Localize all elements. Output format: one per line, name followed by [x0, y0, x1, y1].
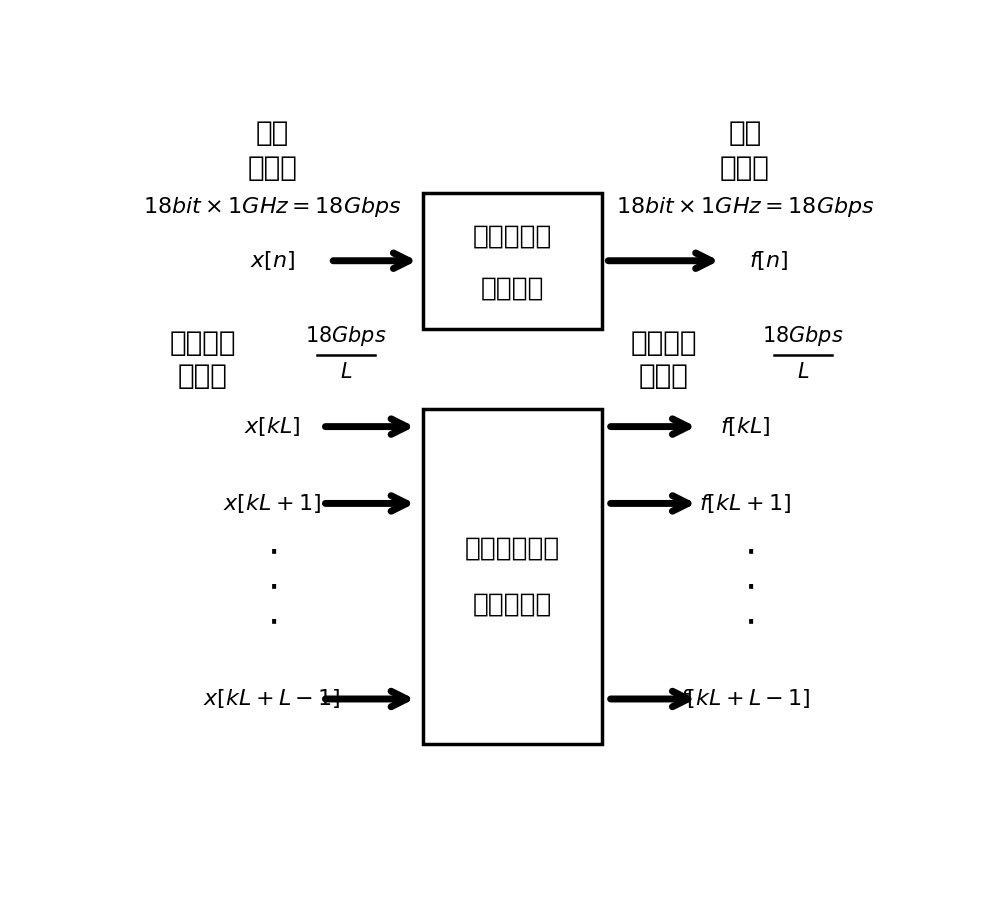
- Text: $\cdot$: $\cdot$: [267, 533, 277, 571]
- Text: $f[n]$: $f[n]$: [749, 249, 788, 272]
- Text: 数据率: 数据率: [720, 154, 770, 182]
- Text: 传统分数延: 传统分数延: [473, 223, 552, 249]
- Text: $\cdot$: $\cdot$: [267, 603, 277, 641]
- Text: $\cdot$: $\cdot$: [267, 569, 277, 606]
- Text: $18bit\times1GHz=18Gbps$: $18bit\times1GHz=18Gbps$: [143, 195, 402, 219]
- Text: $18Gbps$: $18Gbps$: [762, 324, 844, 347]
- Text: $f[kL]$: $f[kL]$: [720, 415, 770, 438]
- Text: $x[kL]$: $x[kL]$: [244, 415, 300, 438]
- Text: $L$: $L$: [340, 362, 352, 382]
- Text: 数据率: 数据率: [247, 154, 297, 182]
- Text: 各路输出: 各路输出: [630, 329, 697, 356]
- Text: 并行多路分数: 并行多路分数: [465, 536, 560, 561]
- Text: $L$: $L$: [797, 362, 809, 382]
- Text: 时滤波器: 时滤波器: [481, 276, 544, 302]
- Bar: [423, 192, 602, 329]
- Text: 数据率: 数据率: [178, 362, 227, 390]
- Text: $f[kL+L-1]$: $f[kL+L-1]$: [679, 688, 811, 710]
- Text: 输入: 输入: [256, 120, 289, 147]
- Text: 输出: 输出: [728, 120, 762, 147]
- Text: $\cdot$: $\cdot$: [744, 533, 754, 571]
- Text: $\cdot$: $\cdot$: [744, 603, 754, 641]
- Text: $x[kL+L-1]$: $x[kL+L-1]$: [203, 688, 341, 710]
- Text: $\cdot$: $\cdot$: [744, 569, 754, 606]
- Text: $18bit\times1GHz=18Gbps$: $18bit\times1GHz=18Gbps$: [616, 195, 874, 219]
- Text: $x[kL+1]$: $x[kL+1]$: [223, 492, 321, 515]
- Text: 数据率: 数据率: [639, 362, 689, 390]
- Text: $18Gbps$: $18Gbps$: [305, 324, 387, 347]
- Text: 延时滤波器: 延时滤波器: [473, 591, 552, 618]
- Bar: [423, 409, 602, 745]
- Text: $x[n]$: $x[n]$: [250, 249, 295, 272]
- Text: $f[kL+1]$: $f[kL+1]$: [699, 492, 791, 515]
- Text: 各路输入: 各路输入: [169, 329, 236, 356]
